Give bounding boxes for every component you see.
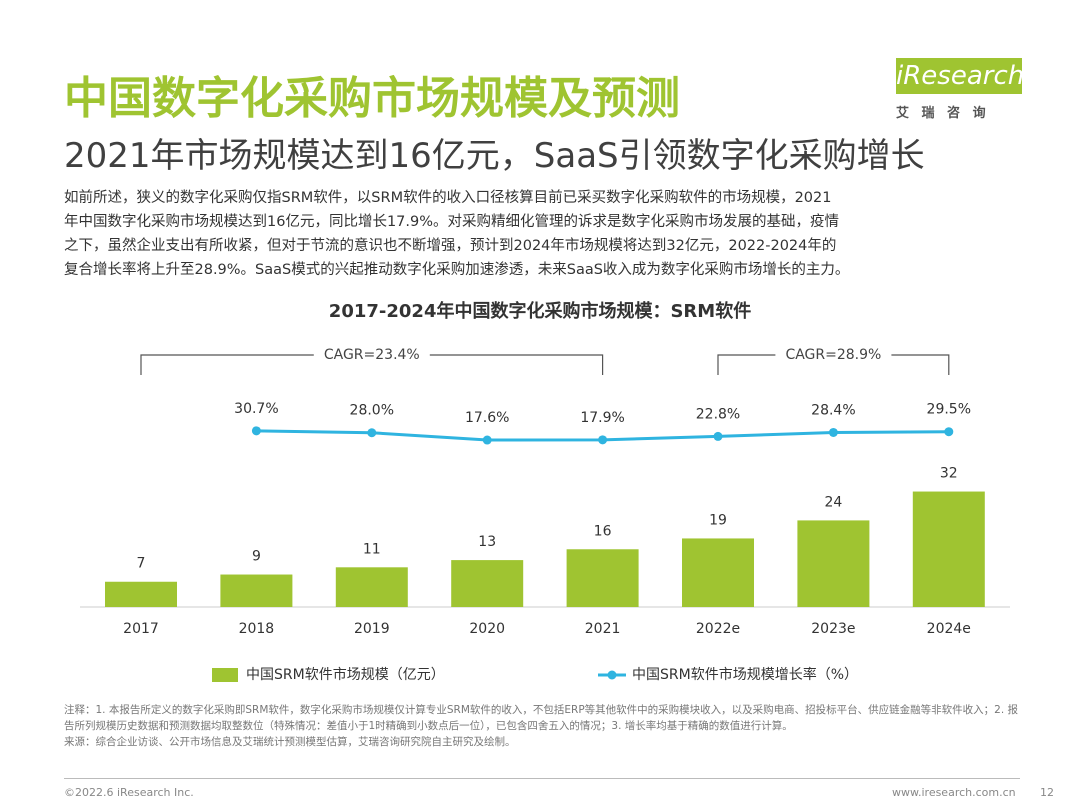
page-number: 12 <box>1040 786 1054 799</box>
x-tick-label: 2017 <box>123 621 159 637</box>
chart: 2017-2024年中国数字化采购市场规模：SRM软件 2017 2018 2019 2… <box>80 300 1010 683</box>
line-label: 28.0% <box>350 403 394 419</box>
copyright: ©2022.6 iResearch Inc. <box>64 786 194 799</box>
line-point <box>251 426 261 436</box>
x-tick-label: 2018 <box>239 621 275 637</box>
line-point <box>482 435 492 445</box>
x-tick-label: 2023e <box>811 621 855 637</box>
paragraph-line: 年中国数字化采购市场规模达到16亿元，同比增长17.9%。对采购精细化管理的诉求… <box>64 214 840 230</box>
bar-label: 19 <box>709 512 727 528</box>
line-point <box>713 431 723 441</box>
note: 注释：1. 本报告所定义的数字化采购即SRM软件，数字化采购市场规模仅计算专业S… <box>64 704 1019 732</box>
note: 来源：综合企业访谈、公开市场信息及艾瑞统计预测模型估算，艾瑞咨询研究院自主研究及… <box>64 736 516 748</box>
bar-label: 24 <box>824 494 842 510</box>
footer-rule <box>64 778 1020 779</box>
x-tick-label: 2024e <box>927 621 971 637</box>
bar <box>451 560 524 607</box>
bar <box>220 574 293 607</box>
bar <box>335 567 408 607</box>
bar <box>566 549 639 607</box>
paragraph-line: 如前所述，狭义的数字化采购仅指SRM软件，以SRM软件的收入口径核算目前已采买数… <box>64 190 832 206</box>
bar-label: 32 <box>940 466 958 482</box>
bar-label: 9 <box>252 549 261 565</box>
line-label: 17.9% <box>580 410 624 426</box>
bar <box>105 581 177 607</box>
cagr-label: CAGR=28.9% <box>785 347 881 363</box>
line-point <box>944 427 954 437</box>
legend-swatch <box>212 668 238 682</box>
cagr-bracket <box>140 354 604 375</box>
line-point <box>828 427 838 437</box>
cagr-bracket <box>717 354 950 375</box>
line-label: 17.6% <box>465 410 509 426</box>
bar-label: 13 <box>478 534 496 550</box>
logo: iResearch <box>896 58 1024 94</box>
line-point <box>598 435 608 445</box>
cagr-label: CAGR=23.4% <box>324 347 420 363</box>
bar-label: 11 <box>363 541 381 557</box>
chart-title: 2017-2024年中国数字化采购市场规模：SRM软件 <box>329 300 751 322</box>
paragraph: 如前所述，狭义的数字化采购仅指SRM软件，以SRM软件的收入口径核算目前已采买数… <box>64 186 849 282</box>
slide-title: 中国数字化采购市场规模及预测 <box>64 73 680 124</box>
bar <box>797 520 870 607</box>
x-tick-label: 2022e <box>696 621 740 637</box>
line-label: 29.5% <box>927 402 971 418</box>
bar-label: 16 <box>594 523 612 539</box>
logo-cn: 艾 瑞 咨 询 <box>896 106 990 121</box>
line-label: 22.8% <box>696 406 740 422</box>
line-label: 28.4% <box>811 402 855 418</box>
bar-label: 7 <box>137 556 146 572</box>
x-tick-label: 2020 <box>469 621 505 637</box>
line-point <box>367 428 377 438</box>
website: www.iresearch.com.cn <box>892 786 1016 799</box>
legend-label: 中国SRM软件市场规模增长率（%） <box>632 666 858 683</box>
slide-subtitle: 2021年市场规模达到16亿元，SaaS引领数字化采购增长 <box>64 136 925 176</box>
x-tick-label: 2019 <box>354 621 390 637</box>
paragraph-line: 之下，虽然企业支出有所收紧，但对于节流的意识也不断增强，预计到2024年市场规模… <box>64 238 837 254</box>
legend-swatch <box>607 670 617 680</box>
bar <box>682 538 754 607</box>
bar <box>912 491 985 607</box>
notes: 注释：1. 本报告所定义的数字化采购即SRM软件，数字化采购市场规模仅计算专业S… <box>64 702 1024 750</box>
line-label: 30.7% <box>234 401 278 417</box>
x-tick-label: 2021 <box>585 621 621 637</box>
legend-label: 中国SRM软件市场规模（亿元） <box>246 666 445 683</box>
paragraph-line: 复合增长率将上升至28.9%。SaaS模式的兴起推动数字化采购加速渗透，未来Sa… <box>64 262 850 278</box>
